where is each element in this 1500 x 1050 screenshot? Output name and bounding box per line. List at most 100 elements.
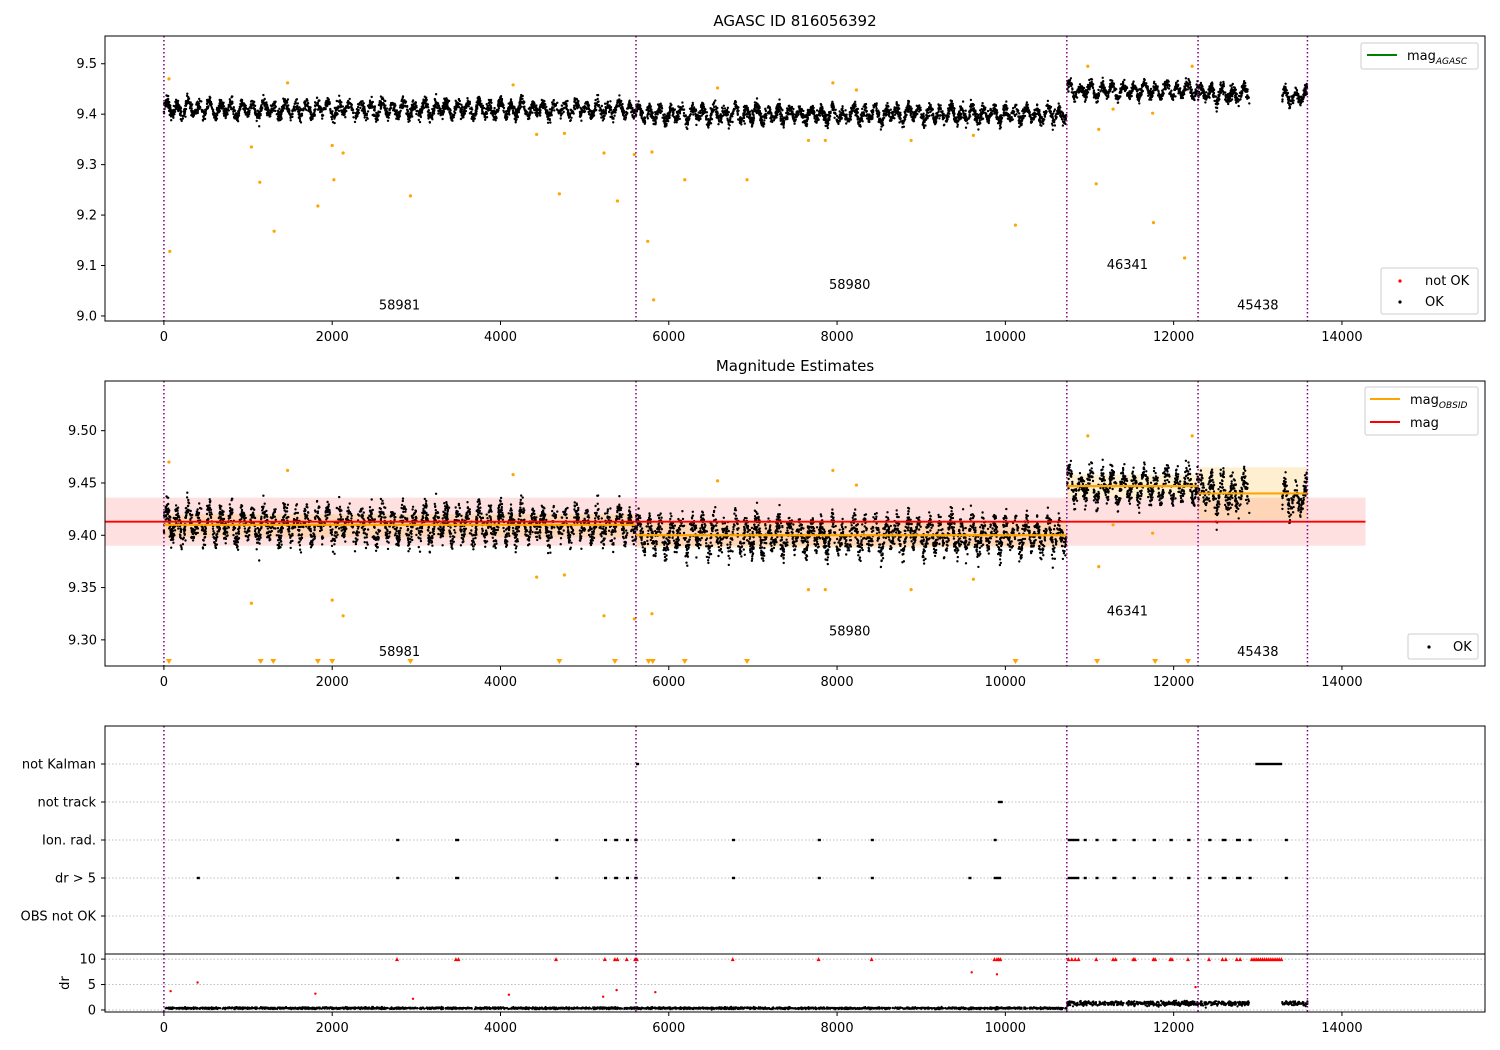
dr-capped-marker (602, 957, 607, 962)
mag-ok-points (162, 458, 1309, 569)
dr-capped-marker (1066, 957, 1071, 962)
outlier-point (285, 468, 290, 473)
flag-marker (1221, 876, 1227, 880)
flags-panel: not Kalman not track Ion. rad. dr > 5 OBS no… (21, 725, 1486, 1036)
dr-capped-marker (1132, 957, 1137, 962)
outlier-point (1111, 523, 1115, 527)
outlier-point (1097, 565, 1101, 569)
low-outlier-marker (645, 659, 652, 664)
flag-marker (396, 876, 400, 880)
outlier-point (167, 77, 171, 81)
flag-marker (968, 876, 972, 880)
obsid-label: 46341 (1107, 258, 1148, 273)
dr-capped-marker (1153, 957, 1158, 962)
outlier-point (330, 143, 334, 148)
x-tick-label: 4000 (484, 1021, 517, 1036)
flag-marker (817, 838, 821, 842)
outlier-point (341, 151, 345, 155)
flag-marker (1152, 876, 1156, 880)
flag-marker (1095, 876, 1099, 880)
low-outlier-marker (1152, 659, 1159, 664)
y-tick-label: 9.1 (76, 259, 97, 274)
x-tick-label: 0 (160, 675, 168, 690)
dr-capped-marker (1076, 957, 1081, 962)
low-outlier-marker (1012, 659, 1019, 664)
dr-outlier-point (654, 990, 657, 994)
outlier-point (823, 588, 827, 592)
flag-marker (604, 838, 608, 842)
outlier-point (715, 479, 720, 483)
flag-marker (731, 838, 736, 842)
low-outlier-marker (165, 659, 172, 664)
flag-marker (1208, 876, 1212, 880)
x-tick-label: 2000 (316, 330, 349, 345)
agasc-panel-content: 58981 58980 46341 45438 (162, 36, 1309, 321)
outlier-point (408, 194, 413, 198)
outlier-point (562, 573, 567, 577)
y-tick-label: 9.50 (68, 424, 97, 439)
dr-capped-marker (1169, 957, 1174, 962)
outlier-point (1086, 434, 1090, 438)
dr-points (164, 999, 1309, 1011)
flag-marker (1284, 838, 1288, 842)
outlier-point (1111, 107, 1115, 111)
outlier-point (535, 575, 539, 579)
dr-capped-marker (624, 957, 629, 962)
agasc-legend-upper: magAGASC (1360, 42, 1479, 70)
dr-outlier-point (507, 993, 511, 996)
outlier-point (249, 145, 254, 149)
flag-marker (1208, 838, 1212, 842)
outlier-point (715, 86, 720, 90)
flag-row-label: not Kalman (22, 758, 96, 773)
agasc-legend-lower: not OK OK (1380, 267, 1479, 315)
dr-capped-marker (1185, 957, 1190, 962)
outlier-point (615, 199, 620, 203)
outlier-point (806, 588, 811, 592)
flag-marker (1067, 876, 1080, 880)
outlier-point (330, 598, 334, 602)
dr-y-tick-label: 0 (88, 1003, 96, 1018)
outlier-point (511, 83, 515, 87)
dr-capped-marker (634, 957, 639, 962)
obsid-label: 58980 (829, 278, 870, 293)
y-tick-label: 9.2 (76, 209, 97, 224)
flag-row-label: dr > 5 (55, 872, 96, 887)
y-tick-label: 9.5 (76, 57, 97, 72)
svg-text:magAGASC: magAGASC (1407, 49, 1468, 67)
dr-outlier-point (601, 995, 605, 998)
flag-marker (1132, 876, 1136, 880)
legend-mag-obsid-subscript: OBSID (1439, 401, 1468, 411)
x-tick-label: 8000 (821, 330, 854, 345)
dr-y-tick-label: 5 (88, 978, 96, 993)
flag-marker (1221, 838, 1227, 842)
dr-capped-marker (612, 957, 617, 962)
dr-capped-marker (1238, 957, 1243, 962)
outlier-point (511, 473, 515, 477)
x-tick-label: 0 (160, 330, 168, 345)
outlier-point (316, 204, 320, 208)
agasc-panel-frame (104, 35, 1486, 322)
low-outlier-marker (257, 659, 264, 664)
low-outlier-marker (407, 659, 414, 664)
flag-marker (1235, 838, 1241, 842)
x-tick-label: 4000 (484, 330, 517, 345)
flag-marker (1112, 876, 1117, 880)
outlier-point (557, 192, 561, 196)
dr-capped-marker (1094, 957, 1099, 962)
obsid-label: 45438 (1237, 645, 1278, 660)
obsid-label: 58981 (379, 645, 420, 660)
x-tick-label: 12000 (1153, 675, 1194, 690)
dr-outlier-point (196, 981, 199, 984)
flag-marker (634, 838, 638, 842)
low-outlier-marker (681, 659, 688, 664)
dr-capped-marker (998, 957, 1003, 962)
outlier-point (854, 483, 859, 487)
outlier-point (831, 468, 835, 473)
flag-marker (993, 876, 1002, 880)
low-outlier-marker (649, 659, 656, 664)
flag-marker (614, 876, 619, 880)
flag-marker (1083, 838, 1087, 842)
flag-marker (196, 876, 200, 880)
outlier-point (1182, 256, 1187, 260)
